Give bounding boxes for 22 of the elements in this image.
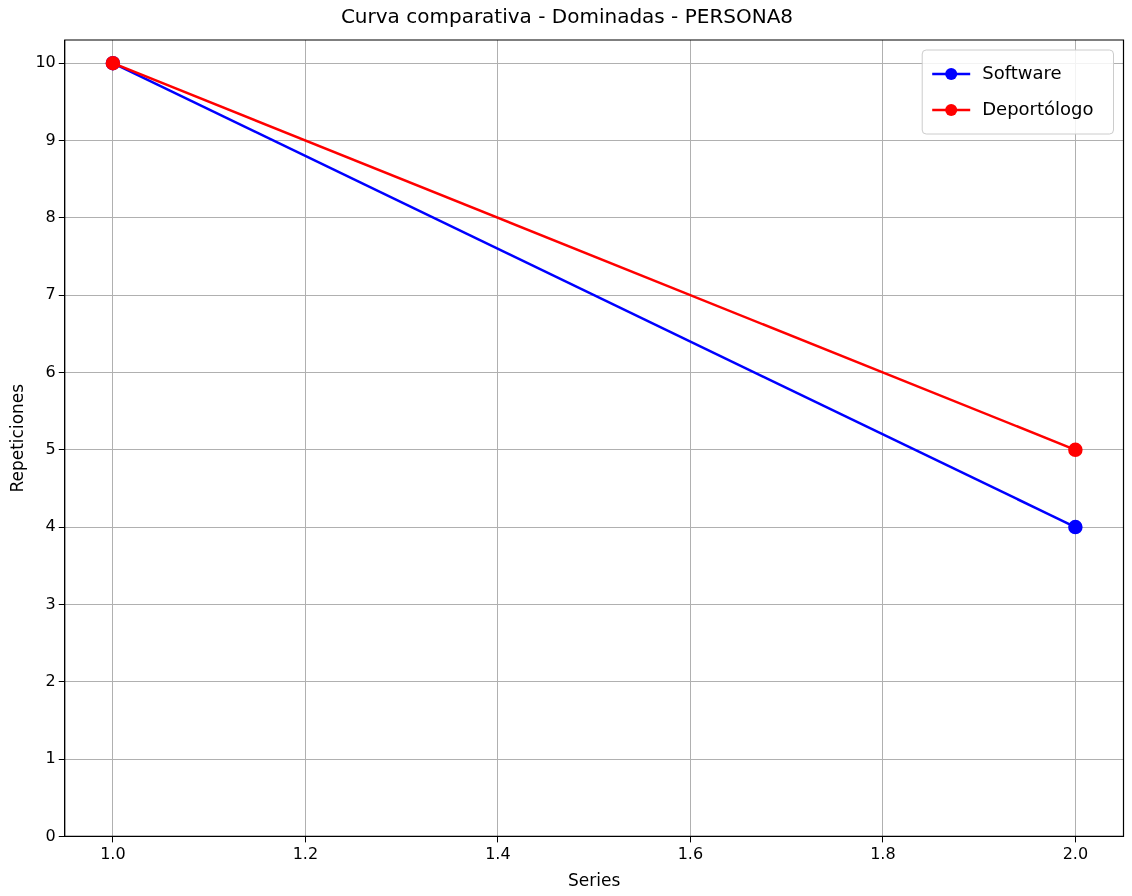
y-tick-label: 10 bbox=[35, 52, 56, 72]
x-tick-label: 1.4 bbox=[485, 844, 511, 864]
legend-label: Software bbox=[982, 61, 1062, 83]
y-tick-label: 6 bbox=[45, 361, 56, 381]
y-tick-label: 8 bbox=[45, 206, 56, 226]
y-tick-label: 0 bbox=[45, 825, 56, 845]
y-tick-label: 5 bbox=[45, 438, 56, 458]
y-tick-label: 4 bbox=[45, 516, 56, 536]
x-tick-label: 2.0 bbox=[1062, 844, 1089, 864]
x-tick-label: 1.8 bbox=[870, 844, 896, 864]
y-tick-label: 9 bbox=[45, 129, 56, 149]
x-axis-title: Series bbox=[567, 870, 621, 891]
y-tick-label: 3 bbox=[45, 593, 56, 613]
x-tick-label: 1.0 bbox=[100, 844, 126, 864]
y-tick-label: 1 bbox=[45, 748, 56, 768]
legend-label: Deportólogo bbox=[982, 97, 1094, 119]
y-tick-label: 7 bbox=[45, 284, 56, 304]
x-tick-label: 1.2 bbox=[292, 844, 319, 864]
y-axis-title: Repeticiones bbox=[6, 383, 27, 493]
chart-title: Curva comparativa - Dominadas - PERSONA8 bbox=[340, 4, 794, 29]
x-tick-label: 1.6 bbox=[677, 844, 704, 864]
y-tick-label: 2 bbox=[45, 670, 56, 690]
